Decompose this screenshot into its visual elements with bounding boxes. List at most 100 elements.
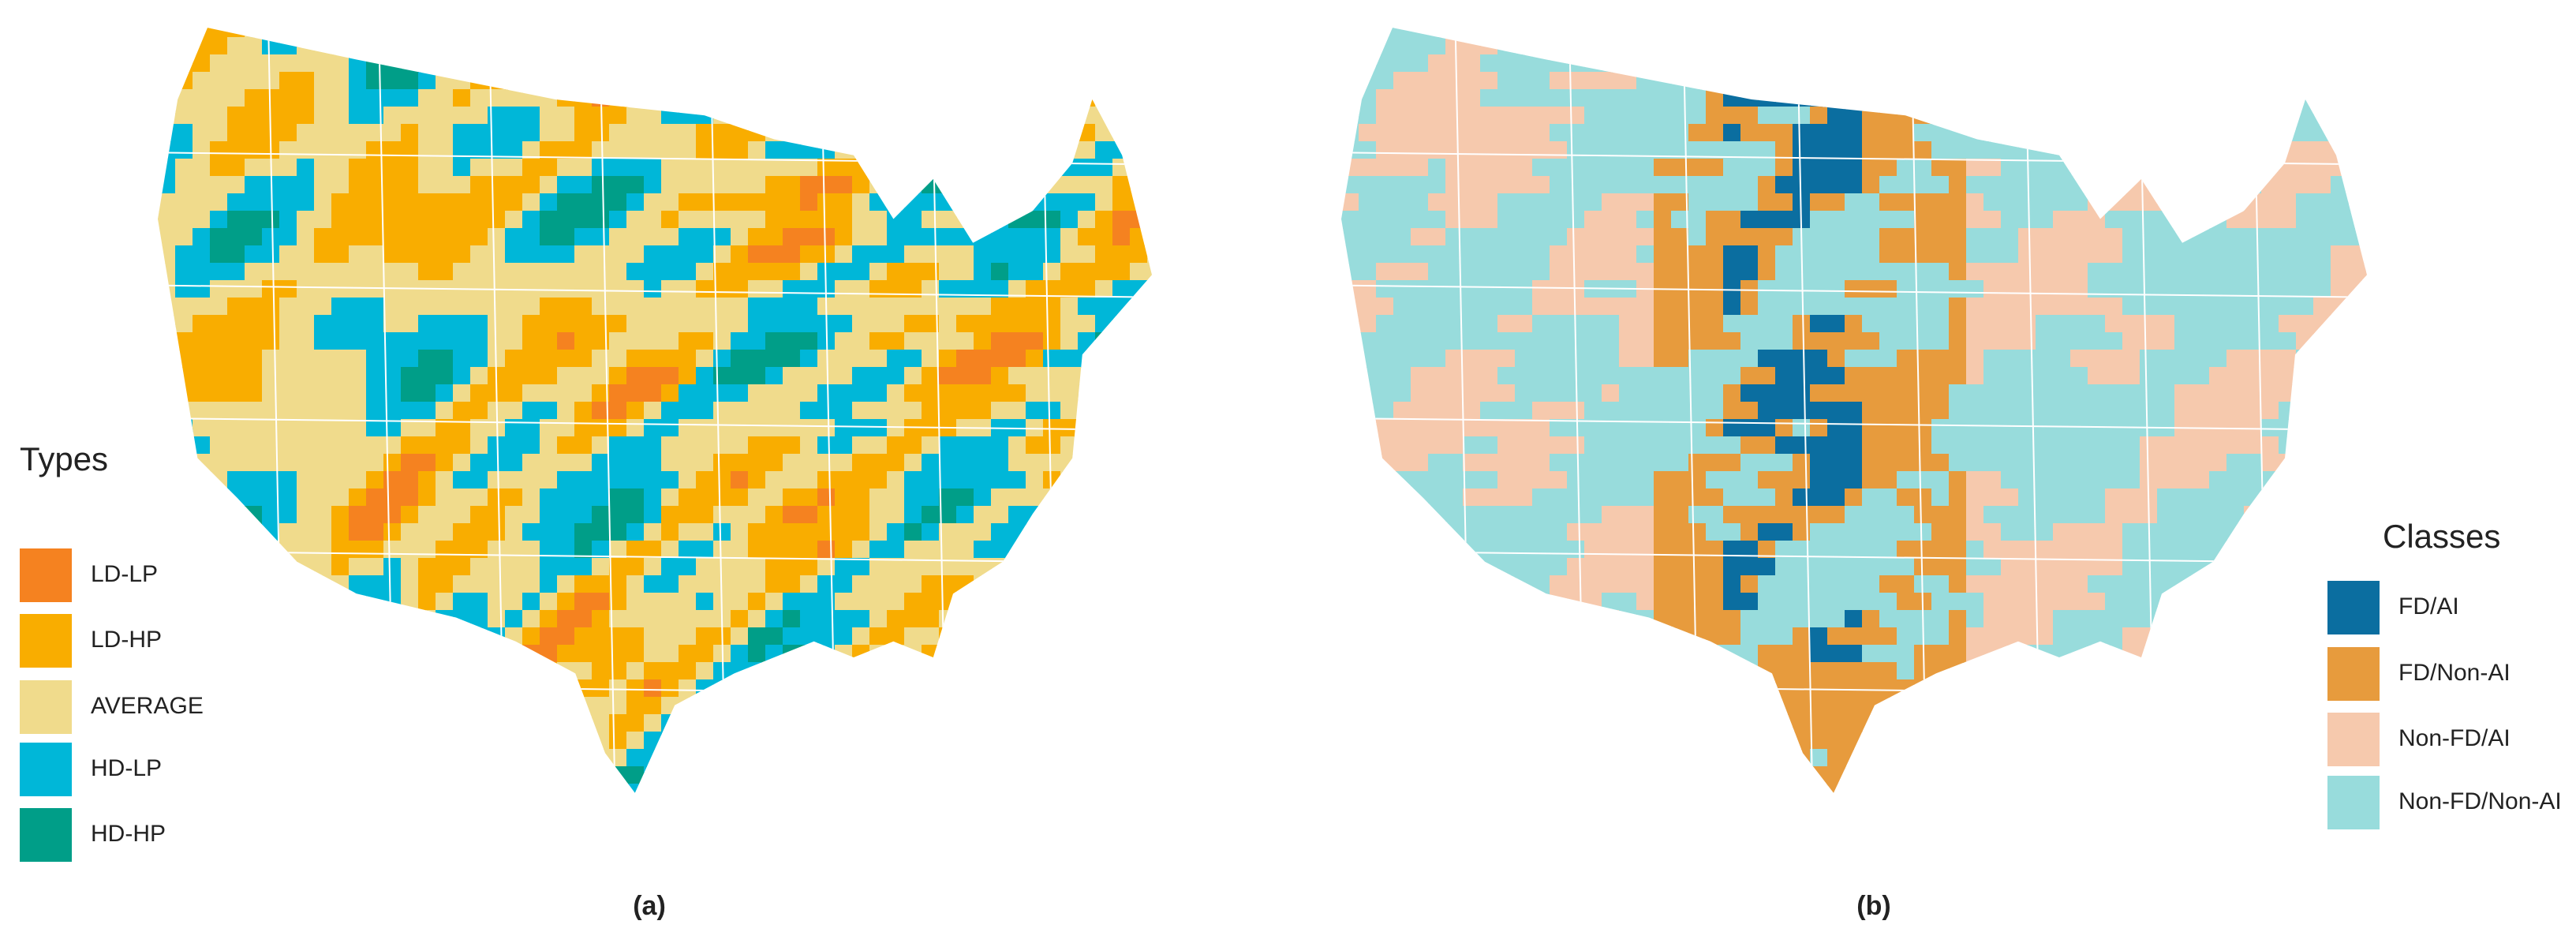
map-cell bbox=[2279, 662, 2297, 680]
map-cell bbox=[1949, 298, 1967, 316]
map-cell bbox=[210, 766, 228, 784]
map-cell bbox=[679, 72, 697, 90]
map-cell bbox=[904, 697, 922, 715]
map-cell bbox=[1147, 558, 1152, 576]
map-cell bbox=[2261, 54, 2279, 73]
map-cell bbox=[2365, 89, 2367, 107]
map-cell bbox=[1026, 280, 1044, 298]
map-cell bbox=[1497, 124, 1516, 142]
map-cell bbox=[262, 384, 280, 402]
map-cell bbox=[1983, 454, 2002, 472]
map-cell bbox=[1095, 436, 1113, 455]
map-cell bbox=[1740, 332, 1759, 350]
map-cell bbox=[2157, 454, 2175, 472]
map-cell bbox=[349, 350, 367, 368]
map-cell bbox=[1008, 315, 1026, 333]
map-cell bbox=[1758, 436, 1776, 455]
map-cell bbox=[1862, 54, 1880, 73]
map-cell bbox=[2261, 610, 2279, 628]
map-cell bbox=[158, 54, 176, 73]
map-cell bbox=[1043, 141, 1061, 159]
map-cell bbox=[904, 610, 922, 628]
map-cell bbox=[279, 766, 297, 784]
map-cell bbox=[2122, 593, 2140, 611]
map-cell bbox=[1480, 54, 1498, 73]
map-cell bbox=[1008, 436, 1026, 455]
map-cell bbox=[349, 679, 367, 698]
map-cell bbox=[1008, 37, 1026, 55]
map-cell bbox=[2105, 263, 2123, 281]
map-cell bbox=[1463, 315, 1481, 333]
map-cell bbox=[488, 749, 506, 767]
map-cell bbox=[522, 141, 540, 159]
map-cell bbox=[383, 419, 402, 437]
map-cell bbox=[2244, 610, 2262, 628]
map-cell bbox=[991, 801, 1009, 819]
map-cell bbox=[557, 263, 575, 281]
map-cell bbox=[748, 506, 766, 524]
map-cell bbox=[713, 72, 731, 90]
map-cell bbox=[817, 558, 836, 576]
map-cell bbox=[436, 37, 454, 55]
map-cell bbox=[1112, 384, 1131, 402]
map-cell bbox=[366, 350, 384, 368]
map-cell bbox=[2018, 28, 2036, 38]
map-cell bbox=[557, 714, 575, 732]
map-cell bbox=[2279, 72, 2297, 90]
map-cell bbox=[696, 784, 714, 793]
map-cell bbox=[626, 298, 645, 316]
map-cell bbox=[2261, 523, 2279, 541]
map-cell bbox=[383, 89, 402, 107]
map-cell bbox=[2174, 506, 2193, 524]
map-cell bbox=[2070, 54, 2088, 73]
map-cell bbox=[887, 228, 905, 246]
map-cell bbox=[713, 89, 731, 107]
map-cell bbox=[1112, 506, 1131, 524]
map-cell bbox=[852, 141, 870, 159]
map-cell bbox=[210, 697, 228, 715]
map-cell bbox=[869, 714, 888, 732]
map-cell bbox=[869, 627, 888, 646]
map-cell bbox=[644, 436, 662, 455]
map-cell bbox=[2157, 488, 2175, 507]
map-cell bbox=[1584, 436, 1602, 455]
map-cell bbox=[713, 402, 731, 420]
map-cell bbox=[974, 315, 992, 333]
map-cell bbox=[175, 245, 193, 264]
map-cell bbox=[1567, 298, 1585, 316]
map-cell bbox=[1497, 541, 1516, 559]
map-cell bbox=[1130, 575, 1148, 593]
map-cell bbox=[245, 89, 263, 107]
map-cell bbox=[1095, 28, 1113, 38]
map-cell bbox=[817, 662, 836, 680]
map-cell bbox=[1078, 610, 1096, 628]
map-cell bbox=[210, 54, 228, 73]
map-cell bbox=[765, 697, 783, 715]
map-cell bbox=[765, 107, 783, 125]
map-cell bbox=[869, 784, 888, 793]
map-cell bbox=[1775, 575, 1793, 593]
map-cell bbox=[1112, 72, 1131, 90]
map-cell bbox=[574, 298, 593, 316]
map-cell bbox=[1341, 211, 1359, 229]
map-cell bbox=[2244, 436, 2262, 455]
map-cell bbox=[1376, 402, 1394, 420]
map-cell bbox=[679, 749, 697, 767]
map-cell bbox=[887, 332, 905, 350]
map-cell bbox=[904, 28, 922, 38]
map-cell bbox=[331, 280, 350, 298]
map-cell bbox=[540, 315, 558, 333]
map-cell bbox=[158, 193, 176, 211]
map-cell bbox=[1393, 436, 1411, 455]
map-cell bbox=[852, 523, 870, 541]
map-cell bbox=[1602, 367, 1620, 385]
map-cell bbox=[1376, 107, 1394, 125]
map-cell bbox=[1428, 332, 1446, 350]
map-cell bbox=[974, 89, 992, 107]
map-cell bbox=[210, 245, 228, 264]
map-cell bbox=[1758, 280, 1776, 298]
map-cell bbox=[679, 575, 697, 593]
map-cell bbox=[1879, 159, 1897, 177]
map-cell bbox=[1060, 627, 1079, 646]
map-cell bbox=[314, 245, 332, 264]
